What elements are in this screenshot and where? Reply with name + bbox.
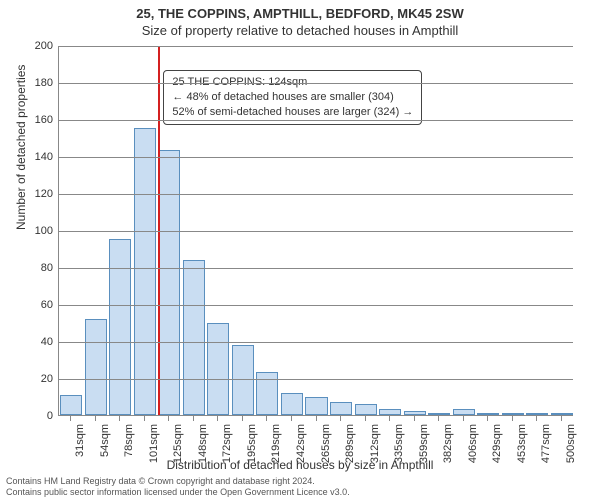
bar xyxy=(404,411,426,415)
y-axis-title: Number of detached properties xyxy=(14,65,28,230)
y-tick-label: 0 xyxy=(23,410,53,422)
grid-line xyxy=(59,268,573,269)
x-tick xyxy=(168,416,169,421)
footer-line-2: Contains public sector information licen… xyxy=(6,487,594,498)
bar xyxy=(477,413,499,415)
y-tick-label: 140 xyxy=(23,151,53,163)
y-tick-label: 20 xyxy=(23,373,53,385)
x-tick xyxy=(487,416,488,421)
callout-line-2: ← 48% of detached houses are smaller (30… xyxy=(172,90,413,105)
bar xyxy=(428,413,450,415)
x-tick xyxy=(512,416,513,421)
bar xyxy=(183,260,205,415)
x-tick-label: 78sqm xyxy=(123,424,135,457)
grid-line xyxy=(59,83,573,84)
y-tick-label: 40 xyxy=(23,336,53,348)
x-tick xyxy=(266,416,267,421)
x-tick xyxy=(340,416,341,421)
grid-line xyxy=(59,194,573,195)
grid-line xyxy=(59,305,573,306)
x-tick xyxy=(536,416,537,421)
grid-line xyxy=(59,120,573,121)
title-block: 25, THE COPPINS, AMPTHILL, BEDFORD, MK45… xyxy=(0,0,600,38)
x-tick xyxy=(217,416,218,421)
x-tick xyxy=(242,416,243,421)
y-tick-label: 60 xyxy=(23,299,53,311)
callout-box: 25 THE COPPINS: 124sqm ← 48% of detached… xyxy=(163,70,422,125)
bar xyxy=(134,128,156,415)
x-tick xyxy=(193,416,194,421)
x-tick xyxy=(144,416,145,421)
footer-line-1: Contains HM Land Registry data © Crown c… xyxy=(6,476,594,487)
callout-line-3: 52% of semi-detached houses are larger (… xyxy=(172,105,413,120)
bar xyxy=(526,413,548,415)
bar xyxy=(355,404,377,415)
page-subtitle: Size of property relative to detached ho… xyxy=(0,23,600,38)
bar xyxy=(453,409,475,415)
x-tick xyxy=(291,416,292,421)
x-tick xyxy=(414,416,415,421)
plot-area: 25 THE COPPINS: 124sqm ← 48% of detached… xyxy=(58,46,573,416)
bar xyxy=(60,395,82,415)
x-tick xyxy=(119,416,120,421)
bar xyxy=(281,393,303,415)
y-tick-label: 80 xyxy=(23,262,53,274)
y-tick-label: 200 xyxy=(23,40,53,52)
bar xyxy=(207,323,229,416)
bar xyxy=(109,239,131,415)
x-tick xyxy=(389,416,390,421)
bar xyxy=(305,397,327,416)
footer: Contains HM Land Registry data © Crown c… xyxy=(6,476,594,498)
y-tick-label: 160 xyxy=(23,114,53,126)
y-tick-label: 180 xyxy=(23,77,53,89)
bar xyxy=(158,150,180,415)
chart-area: 25 THE COPPINS: 124sqm ← 48% of detached… xyxy=(58,46,573,416)
y-tick-label: 120 xyxy=(23,188,53,200)
x-tick xyxy=(561,416,562,421)
page-title: 25, THE COPPINS, AMPTHILL, BEDFORD, MK45… xyxy=(0,6,600,21)
bar xyxy=(85,319,107,415)
grid-line xyxy=(59,342,573,343)
x-tick xyxy=(365,416,366,421)
grid-line xyxy=(59,46,573,47)
grid-line xyxy=(59,379,573,380)
x-tick xyxy=(438,416,439,421)
bar xyxy=(502,413,524,415)
x-tick xyxy=(463,416,464,421)
x-tick xyxy=(95,416,96,421)
x-tick-label: 54sqm xyxy=(99,424,111,457)
x-axis-title: Distribution of detached houses by size … xyxy=(0,458,600,472)
bar xyxy=(330,402,352,415)
grid-line xyxy=(59,157,573,158)
x-tick xyxy=(316,416,317,421)
y-tick-label: 100 xyxy=(23,225,53,237)
grid-line xyxy=(59,231,573,232)
x-tick-label: 31sqm xyxy=(74,424,86,457)
bar xyxy=(379,409,401,415)
bar xyxy=(551,413,573,415)
x-tick xyxy=(70,416,71,421)
